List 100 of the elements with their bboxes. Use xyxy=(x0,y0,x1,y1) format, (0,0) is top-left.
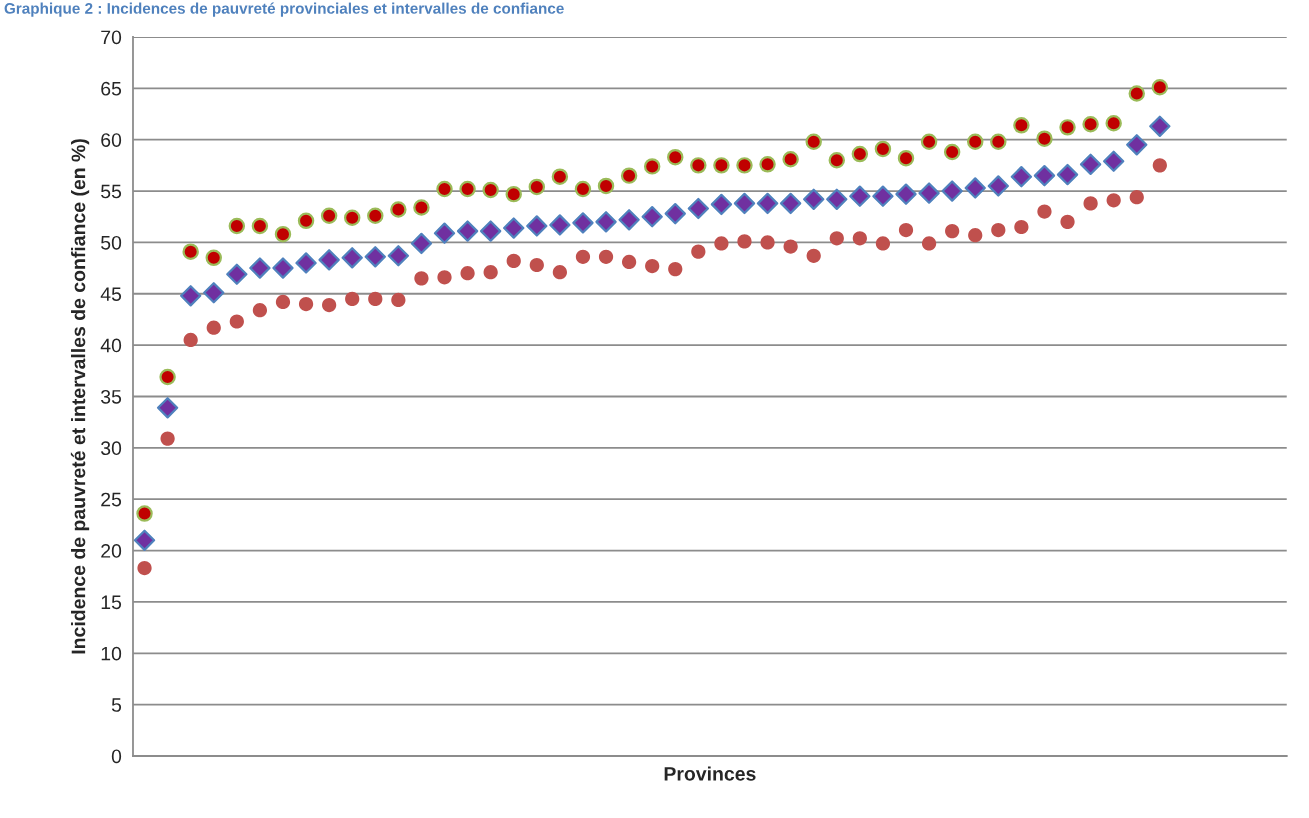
point xyxy=(779,192,802,215)
point xyxy=(482,181,499,199)
y-tick-label: 70 xyxy=(101,30,122,45)
point xyxy=(621,254,637,270)
y-tick-label: 45 xyxy=(100,287,122,301)
y-tick-label: 25 xyxy=(101,492,122,507)
point xyxy=(1126,134,1148,156)
point xyxy=(803,188,825,210)
y-tick-label: 15 xyxy=(101,595,122,610)
point xyxy=(687,197,710,220)
point xyxy=(851,145,869,163)
point xyxy=(849,185,871,207)
point xyxy=(503,217,525,239)
point xyxy=(1082,116,1099,133)
point xyxy=(414,271,429,286)
point xyxy=(826,188,848,210)
point xyxy=(367,207,384,224)
point xyxy=(1056,163,1079,186)
point xyxy=(645,258,660,274)
point xyxy=(829,231,844,246)
point xyxy=(805,133,822,150)
point xyxy=(783,239,798,254)
point xyxy=(156,397,179,419)
point xyxy=(691,244,706,259)
point xyxy=(991,222,1006,238)
y-tick-label: 50 xyxy=(101,235,122,250)
point xyxy=(920,133,938,150)
y-tick-label: 30 xyxy=(101,441,122,456)
point xyxy=(921,236,937,251)
point xyxy=(733,192,756,215)
point xyxy=(183,332,198,348)
point xyxy=(137,560,152,576)
point xyxy=(551,168,569,185)
point xyxy=(575,249,591,264)
y-tick-label: 10 xyxy=(101,646,122,661)
point xyxy=(987,175,1009,197)
point xyxy=(549,214,571,236)
point xyxy=(1013,117,1030,134)
point xyxy=(180,285,202,307)
point xyxy=(595,211,617,233)
point xyxy=(598,249,614,264)
point xyxy=(1014,219,1029,235)
point xyxy=(433,222,456,244)
point xyxy=(918,182,940,204)
point xyxy=(1152,158,1167,173)
point xyxy=(945,223,960,239)
point xyxy=(203,282,225,304)
point xyxy=(228,217,246,235)
point xyxy=(368,291,383,307)
point xyxy=(895,183,917,205)
y-tick-label: 55 xyxy=(101,184,122,199)
point xyxy=(318,249,340,271)
point xyxy=(229,314,244,329)
point xyxy=(1149,115,1171,138)
point xyxy=(664,202,686,225)
point xyxy=(964,177,986,199)
point xyxy=(618,209,640,231)
y-tick-label: 35 xyxy=(101,389,122,404)
point xyxy=(456,220,479,242)
point xyxy=(364,246,386,268)
point xyxy=(391,292,406,308)
point xyxy=(1083,196,1098,211)
point xyxy=(710,193,733,216)
point xyxy=(737,234,752,249)
point xyxy=(574,180,592,198)
point xyxy=(552,265,567,280)
point xyxy=(252,303,268,318)
point xyxy=(968,228,983,243)
y-tick-label: 60 xyxy=(101,133,122,147)
point xyxy=(437,270,452,285)
point xyxy=(1103,150,1125,172)
point xyxy=(713,157,730,174)
point xyxy=(690,157,707,174)
point xyxy=(782,150,799,168)
point xyxy=(460,266,475,281)
point xyxy=(1079,153,1102,176)
point xyxy=(872,185,894,207)
point xyxy=(275,294,291,310)
point xyxy=(410,232,433,255)
point xyxy=(620,167,638,184)
point xyxy=(159,368,176,386)
point xyxy=(322,297,337,313)
point xyxy=(1010,165,1033,188)
point xyxy=(756,192,779,215)
point xyxy=(160,431,175,446)
point xyxy=(1151,79,1169,96)
point xyxy=(1129,190,1144,205)
point xyxy=(874,140,892,158)
point xyxy=(714,236,729,251)
y-tick-label: 20 xyxy=(101,544,122,558)
point xyxy=(505,185,522,203)
point xyxy=(967,133,984,150)
point xyxy=(1037,204,1052,219)
point xyxy=(459,180,476,198)
point xyxy=(572,212,594,234)
point xyxy=(643,158,661,175)
point xyxy=(897,149,915,167)
point xyxy=(206,320,221,335)
point xyxy=(297,212,315,230)
point xyxy=(941,180,963,202)
